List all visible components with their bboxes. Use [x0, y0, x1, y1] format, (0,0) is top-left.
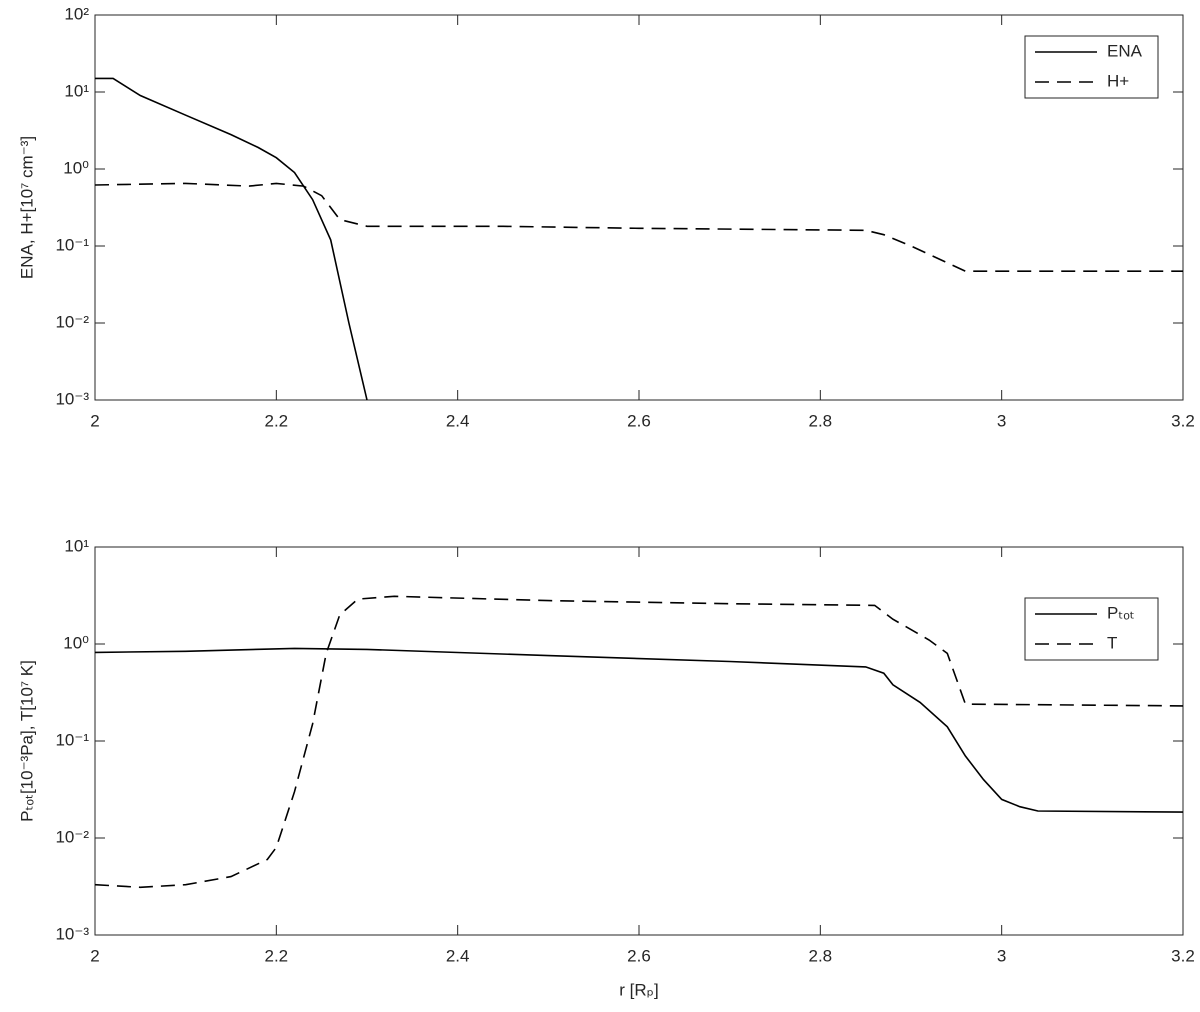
- x-tick-label: 3: [997, 946, 1006, 965]
- series-line: [94, 182, 1183, 273]
- y-tick-label: 10⁻²: [55, 827, 89, 846]
- y-tick-label: 10⁻³: [55, 389, 89, 408]
- legend: Pₜₒₜ T: [1024, 597, 1159, 661]
- axes: 2 2.2 2.4 2.6 2.8 3 3.2 10⁻³ 10⁻² 10⁻¹ 10⁰ 10¹ Pₜₒₜ[…: [17, 536, 1194, 999]
- y-tick-label: 10⁻²: [55, 312, 89, 331]
- axes: 2 2.2 2.4 2.6 2.8 3 3.2 10⁻³ 10⁻² 10⁻¹ 10⁰ 10¹ 10² EN…: [17, 4, 1194, 430]
- series-line: [94, 595, 1184, 889]
- legend: ENA H+: [1024, 35, 1159, 99]
- x-tick-label: 2.2: [265, 946, 289, 965]
- x-tick-label: 3.2: [1171, 946, 1195, 965]
- x-tick-label: 2.8: [809, 411, 833, 430]
- y-tick-label: 10¹: [64, 81, 89, 100]
- x-tick-label: 2.4: [446, 946, 470, 965]
- series-line: [95, 77, 368, 401]
- y-axis-label: Pₜₒₜ[10⁻³Pa], T[10⁷ K]: [17, 660, 36, 822]
- x-tick-label: 2.4: [446, 411, 470, 430]
- x-tick-label: 2.8: [809, 946, 833, 965]
- y-axis-label: ENA, H+[10⁷ cm⁻³]: [17, 136, 36, 279]
- legend-label: H+: [1107, 71, 1129, 90]
- y-tick-label: 10⁻¹: [55, 730, 89, 749]
- y-tick-label: 10⁰: [63, 633, 89, 652]
- legend-label: ENA: [1107, 41, 1143, 60]
- legend-label: T: [1107, 633, 1117, 652]
- x-tick-label: 2: [90, 411, 99, 430]
- y-tick-label: 10²: [64, 4, 89, 23]
- legend-label: Pₜₒₜ: [1107, 603, 1135, 622]
- legend-box: [1024, 597, 1159, 661]
- x-tick-label: 3: [997, 411, 1006, 430]
- x-tick-label: 3.2: [1171, 411, 1195, 430]
- y-tick-label: 10¹: [64, 536, 89, 555]
- plot-area: [94, 14, 1184, 401]
- y-tick-label: 10⁻³: [55, 924, 89, 943]
- x-tick-label: 2: [90, 946, 99, 965]
- x-axis-label: r [Rₚ]: [619, 980, 658, 999]
- series-line: [94, 647, 1184, 813]
- legend-box: [1024, 35, 1159, 99]
- y-tick-label: 10⁰: [63, 158, 89, 177]
- y-tick-label: 10⁻¹: [55, 235, 89, 254]
- x-tick-label: 2.6: [627, 411, 651, 430]
- x-tick-label: 2.2: [265, 411, 289, 430]
- plot-area: [94, 546, 1184, 936]
- x-tick-label: 2.6: [627, 946, 651, 965]
